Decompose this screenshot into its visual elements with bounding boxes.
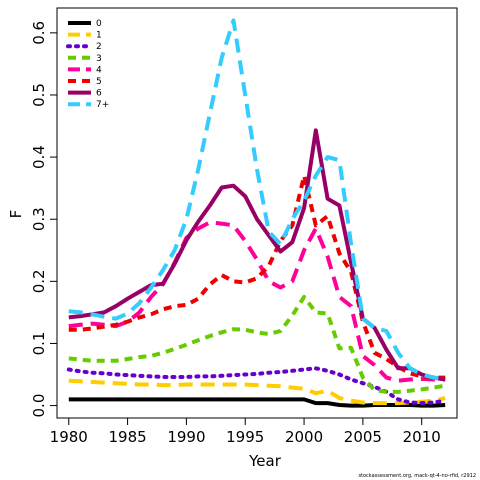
series-line-5 xyxy=(68,173,446,380)
legend-label-5: 5 xyxy=(96,77,102,87)
y-tick-label-0: 0.0 xyxy=(30,394,48,418)
x-tick-label-3: 1995 xyxy=(226,428,264,446)
footnote: stockassessment.org, mack-qt-4-no-rfid, … xyxy=(358,473,476,479)
legend-label-1: 1 xyxy=(96,31,102,41)
y-axis-title: F xyxy=(7,210,25,219)
x-tick-label-5: 2005 xyxy=(344,428,382,446)
y-axis: 0.0 0.1 0.2 0.3 0.4 0.5 0.6 xyxy=(30,21,58,418)
x-tick-label-1: 1985 xyxy=(108,428,146,446)
y-tick-label-4: 0.4 xyxy=(30,145,48,169)
y-tick-label-2: 0.2 xyxy=(30,269,48,293)
x-axis-title: Year xyxy=(248,452,282,470)
legend-label-3: 3 xyxy=(96,54,102,64)
legend-label-0: 0 xyxy=(96,19,102,29)
legend-label-6: 6 xyxy=(96,89,102,99)
x-tick-label-4: 2000 xyxy=(285,428,323,446)
series-line-4 xyxy=(68,220,446,383)
legend: 0 12 34 5 67+ xyxy=(66,19,109,110)
series-layer xyxy=(66,18,448,408)
legend-label-7: 7+ xyxy=(96,100,109,110)
x-tick-label-6: 2010 xyxy=(403,428,441,446)
series-line-6 xyxy=(68,128,446,382)
series-line-3 xyxy=(68,294,446,394)
y-tick-label-1: 0.1 xyxy=(30,332,48,356)
y-tick-label-3: 0.3 xyxy=(30,207,48,231)
series-line-1 xyxy=(68,378,446,406)
y-tick-label-5: 0.5 xyxy=(30,83,48,107)
x-tick-label-0: 1980 xyxy=(50,428,88,446)
series-line-7 xyxy=(68,18,446,381)
y-tick-label-6: 0.6 xyxy=(30,21,48,45)
x-axis: 1980 1985 1990 1995 2000 2005 2010 xyxy=(50,417,441,446)
x-tick-label-2: 1990 xyxy=(167,428,205,446)
legend-label-4: 4 xyxy=(96,65,102,75)
legend-label-2: 2 xyxy=(96,42,102,52)
